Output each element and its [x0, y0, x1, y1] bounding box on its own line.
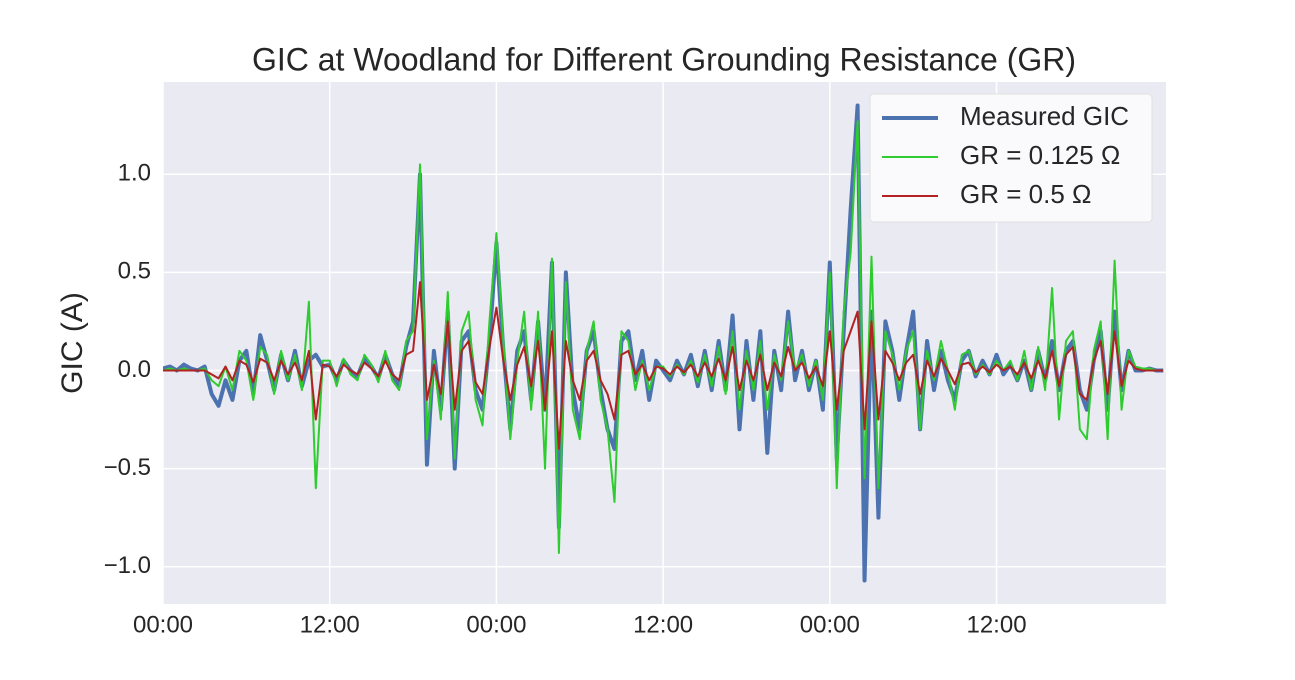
x-tick-label: 00:00	[466, 611, 526, 638]
y-tick-label: 0.0	[118, 356, 151, 383]
x-tick-label: 00:00	[800, 611, 860, 638]
x-tick-label: 12:00	[300, 611, 360, 638]
legend-label: GR = 0.5 Ω	[960, 179, 1091, 209]
y-tick-label: 0.5	[118, 258, 151, 285]
legend: Measured GIC GR = 0.125 Ω GR = 0.5 Ω	[869, 93, 1153, 223]
x-tick-label: 00:00	[133, 611, 193, 638]
legend-label: Measured GIC	[960, 101, 1129, 131]
y-tick-label: 1.0	[118, 160, 151, 187]
series-line	[163, 103, 1164, 583]
chart-title: GIC at Woodland for Different Grounding …	[252, 41, 1076, 77]
series-line	[163, 120, 1164, 554]
series-line	[163, 281, 1164, 450]
legend-label: GR = 0.125 Ω	[960, 140, 1120, 170]
y-tick-label: −0.5	[104, 454, 151, 481]
x-tick-label: 12:00	[966, 611, 1026, 638]
x-tick-label: 12:00	[633, 611, 693, 638]
y-tick-label: −1.0	[104, 552, 151, 579]
legend-box	[869, 93, 1153, 223]
y-axis-label: GIC (A)	[56, 292, 89, 394]
